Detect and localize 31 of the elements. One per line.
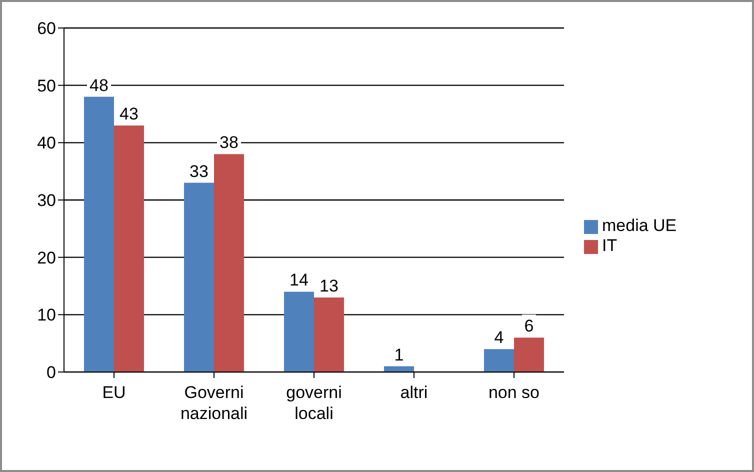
bar xyxy=(514,338,544,372)
bar xyxy=(84,96,114,372)
legend-label: media UE xyxy=(602,216,677,235)
y-tick-label: 0 xyxy=(46,363,56,382)
bar xyxy=(284,292,314,372)
data-label: 1 xyxy=(394,345,404,364)
x-tick-label: EU xyxy=(102,383,126,402)
bar xyxy=(314,297,344,372)
data-label: 14 xyxy=(290,270,308,290)
data-label: 13 xyxy=(320,276,338,296)
data-label: 48 xyxy=(90,76,108,95)
bar xyxy=(114,125,144,372)
bar xyxy=(484,349,514,372)
x-tick-label: non so xyxy=(488,383,540,402)
data-label: 43 xyxy=(120,104,138,124)
legend-label: IT xyxy=(602,236,618,255)
y-tick-label: 20 xyxy=(37,248,56,268)
data-label: 4 xyxy=(494,328,504,348)
x-tick-label: Governi nazionali xyxy=(180,383,248,423)
y-tick-label: 40 xyxy=(37,134,56,153)
x-tick-label: altri xyxy=(400,383,428,402)
bar xyxy=(184,182,214,372)
y-tick-label: 50 xyxy=(37,76,56,96)
bar xyxy=(214,154,244,372)
y-tick-label: 60 xyxy=(37,19,56,38)
y-tick-label: 10 xyxy=(37,306,56,325)
data-label: 33 xyxy=(190,162,208,181)
x-tick-label: governi locali xyxy=(286,383,342,423)
data-label: 38 xyxy=(220,133,238,152)
data-label: 6 xyxy=(524,316,534,336)
y-tick-label: 30 xyxy=(37,191,56,210)
